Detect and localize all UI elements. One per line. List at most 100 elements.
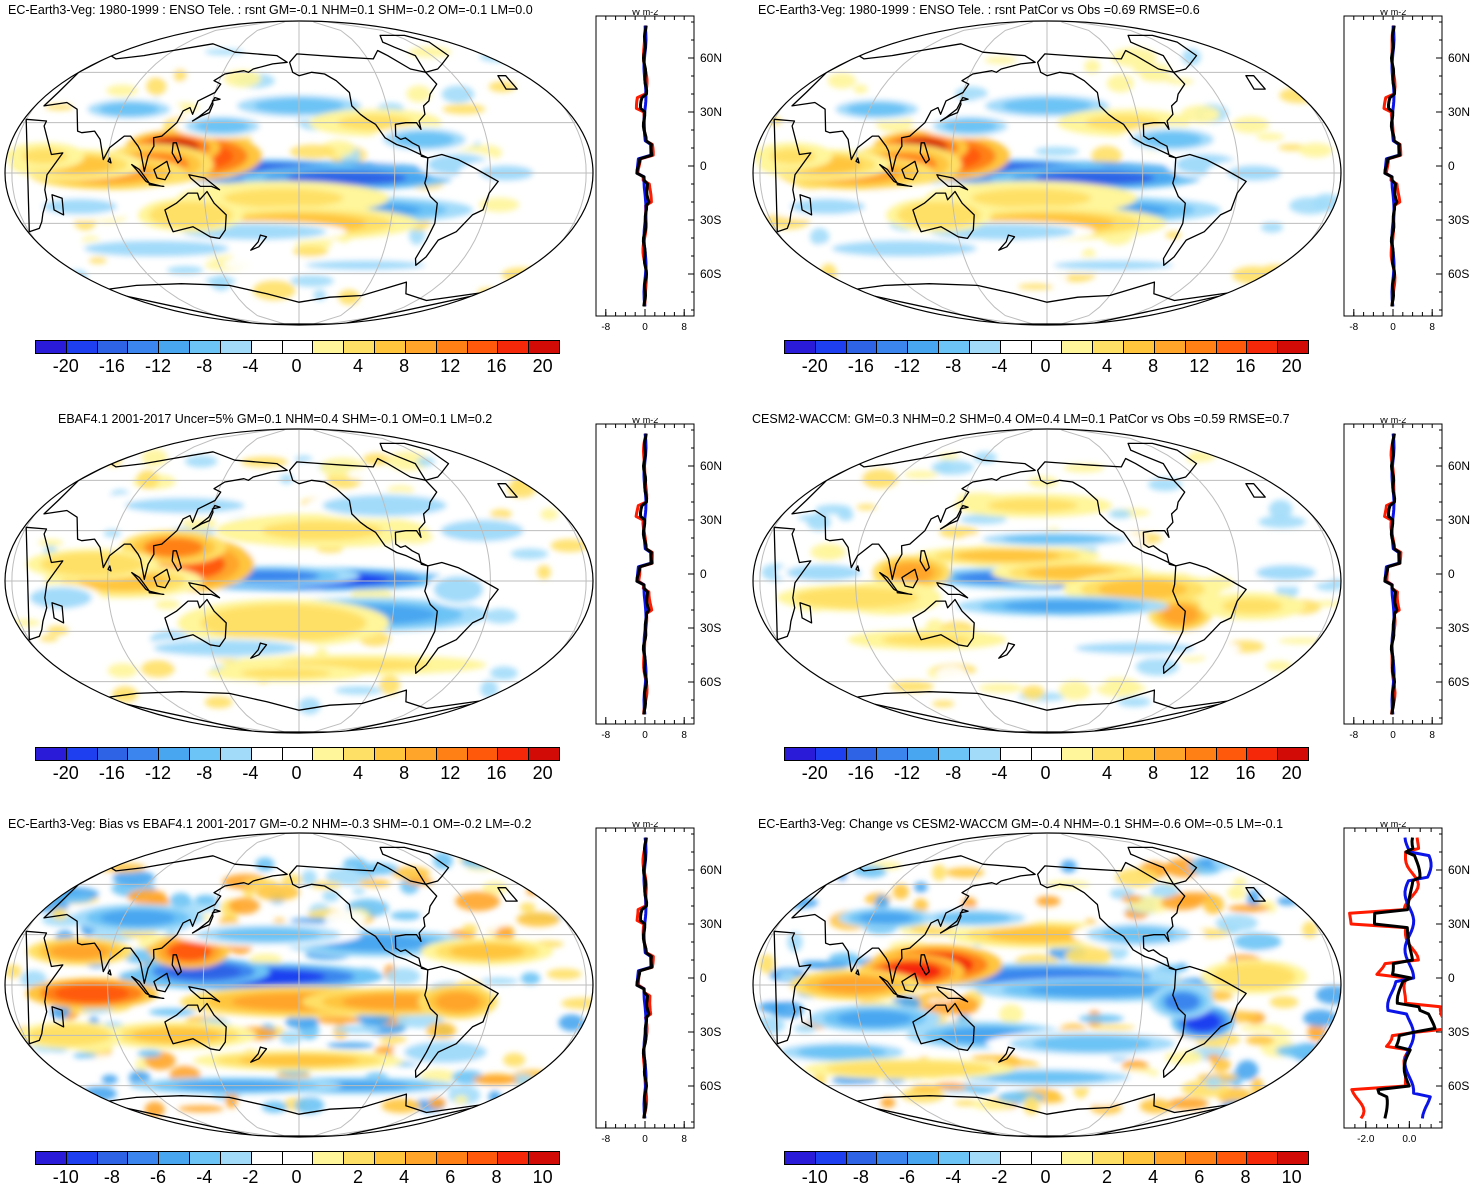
colorbar-swatch [405,748,437,760]
zonal-x-tick-label: 0 [642,730,648,741]
zonal-mean-plot: W m-2 60N 30N 0 30S 60S -8 0 8 [595,822,722,1145]
colorbar-tick-label: 16 [1235,356,1256,376]
coastlines [25,34,518,325]
colorbar-tick-label: 6 [1194,1167,1205,1187]
colorbar-tick-label: -8 [196,356,213,376]
zonal-lat-label: 30N [1448,513,1470,527]
colorbar-tick-label: 4 [1148,1167,1159,1187]
chart-title: EBAF4.1 2001-2017 Uncer=5% GM=0.1 NHM=0.… [58,412,493,426]
graticule [753,429,1341,733]
zonal-lat-label: 30S [700,621,721,635]
colorbar-tick-label: 8 [491,1167,502,1187]
colorbar-swatch [498,748,530,760]
colorbar-swatch [313,748,345,760]
colorbar-swatch [36,748,67,760]
colorbar-swatch [220,1152,252,1164]
colorbar-tick-label: -12 [894,356,921,376]
zonal-lat-label: 60S [1448,675,1469,689]
colorbar-tick-label: 2 [353,1167,364,1187]
colorbar-tick-label: 0 [291,356,302,376]
coastlines [773,442,1266,733]
zonal-x-tick-label: -8 [601,730,610,741]
zonal-x-tick-label: 0.0 [1402,1134,1416,1145]
map-plot [752,428,1342,734]
zonal-series-mean [635,25,654,307]
colorbar-tick-label: 2 [1102,1167,1113,1187]
colorbar-swatch [1247,341,1279,353]
colorbar-swatch [282,341,314,353]
colorbar-tick-label: -20 [801,356,828,376]
colorbar-swatch [1185,341,1217,353]
zonal-lat-label: 0 [1448,567,1455,581]
zonal-lat-label: 30N [700,513,722,527]
zonal-series-mean [1383,25,1402,307]
colorbar [35,747,560,761]
zonal-mean-plot: W m-2 60N 30N 0 30S 60S -8 0 8 [1343,10,1470,333]
colorbar-swatch [66,341,98,353]
colorbar-swatch [66,1152,98,1164]
colorbar-tick-label: -16 [98,763,125,783]
zonal-lat-label: 30S [1448,1025,1469,1039]
colorbar-swatch [128,748,160,760]
zonal-x-tick-label: -2.0 [1357,1134,1375,1145]
zonal-lat-label: 30N [1448,917,1470,931]
coastlines [25,442,518,733]
colorbar-swatch [1247,1152,1279,1164]
colorbar-swatch [908,1152,940,1164]
zonal-x-tick-label: 8 [1429,322,1435,333]
zonal-lat-label: 60N [1448,459,1470,473]
colorbar-swatch [344,341,376,353]
colorbar-swatch [159,748,191,760]
colorbar-swatch [1154,1152,1186,1164]
colorbar [35,340,560,354]
colorbar-swatch [785,748,816,760]
colorbar-swatch [815,748,847,760]
colorbar-tick-label: 16 [486,356,507,376]
colorbar-swatch [498,1152,530,1164]
zonal-x-tick-label: -8 [1349,730,1358,741]
map-plot [4,20,594,326]
colorbar-tick-label: 12 [1189,763,1210,783]
zonal-x-tick-label: -8 [601,322,610,333]
colorbar-swatch [436,341,468,353]
zonal-lat-label: 30S [1448,621,1469,635]
colorbar-tick-label: -4 [991,763,1008,783]
colorbar-tick-label: -16 [847,356,874,376]
field-shading [8,448,593,715]
colorbar-swatch [128,1152,160,1164]
zonal-lat-label: 0 [700,159,707,173]
zonal-lat-label: 30N [700,105,722,119]
colorbar-swatch [251,1152,283,1164]
colorbar-tick-label: -12 [145,356,172,376]
zonal-unit-label: W m-2 [1380,822,1407,829]
zonal-series-mean [635,837,654,1119]
colorbar-swatch [815,341,847,353]
colorbar-swatch [1000,748,1032,760]
colorbar-swatch [529,341,560,353]
colorbar-swatch [1216,748,1248,760]
colorbar-swatch [159,1152,191,1164]
zonal-unit-label: W m-2 [632,418,659,425]
colorbar-swatch [159,341,191,353]
zonal-lat-label: 0 [1448,159,1455,173]
zonal-lat-label: 30S [700,213,721,227]
colorbar-tick-label: -2 [242,1167,259,1187]
colorbar-swatch [969,1152,1001,1164]
colorbar-swatch [1185,748,1217,760]
colorbar-tick-label: -4 [991,356,1008,376]
zonal-lat-label: 60N [700,459,722,473]
colorbar-tick-label: -2 [991,1167,1008,1187]
colorbar-tick-label: -8 [945,356,962,376]
colorbar-swatch [467,1152,499,1164]
zonal-x-tick-label: 0 [642,322,648,333]
zonal-series-obs [1386,837,1433,1119]
colorbar-tick-label: 16 [1235,763,1256,783]
colorbar-swatch [1247,748,1279,760]
colorbar-swatch [1124,1152,1155,1164]
zonal-x-tick-label: 8 [681,322,687,333]
colorbar-tick-label: 0 [1040,1167,1051,1187]
colorbar-tick-label: 10 [532,1167,553,1187]
colorbar-tick-label: -6 [150,1167,167,1187]
zonal-unit-label: W m-2 [632,822,659,829]
graticule [753,21,1341,325]
